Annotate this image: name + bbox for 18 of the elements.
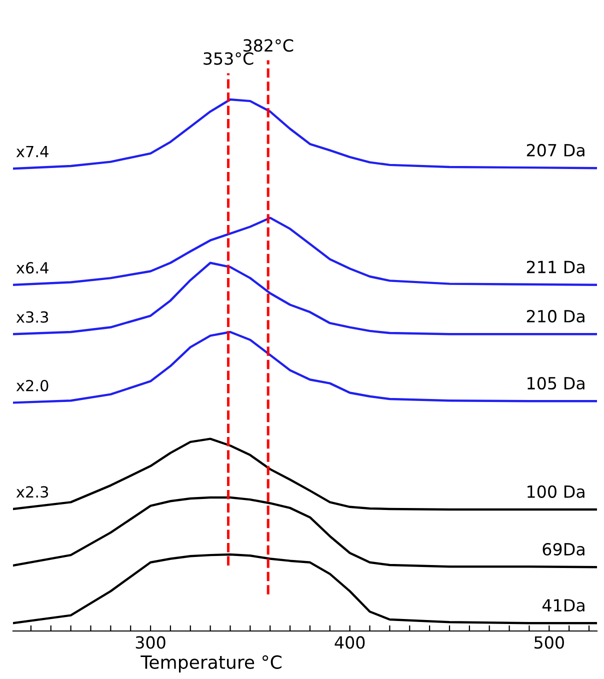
series-label: 100 Da [528,485,584,498]
series-label: 211 Da [526,260,584,274]
annotation: x6.4 [16,262,48,274]
series-label: 210 Da [526,310,584,323]
ref-line-label: 382°C [244,39,294,52]
series-label: 105 Da [528,376,584,390]
x-axis-title: Temperature °C [140,655,282,672]
x-tick-label: 300 [136,636,166,649]
annotation: x2.3 [16,486,48,498]
annotation: x7.4 [16,146,48,158]
series-label: 207 Da [526,144,584,157]
series-label: 69Da [542,542,584,556]
x-tick-label: 400 [334,636,365,649]
ref-line-label: 353°C [204,52,254,65]
annotation: x3.3 [16,311,48,323]
x-tick-label: 500 [534,636,564,649]
series-label: 41Da [542,599,584,612]
annotation: x2.0 [16,380,48,392]
